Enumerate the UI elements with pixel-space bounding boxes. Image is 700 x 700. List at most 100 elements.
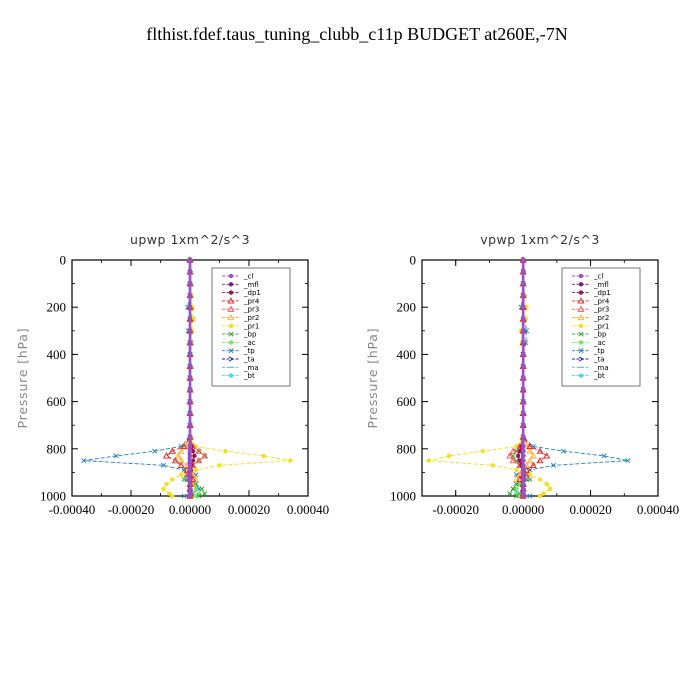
data-point [187, 352, 193, 357]
legend-swatch-marker [228, 290, 234, 295]
data-point [217, 463, 222, 468]
legend-label: _pr4 [243, 297, 260, 305]
legend-swatch-marker [578, 273, 584, 279]
legend-label: _bp [243, 331, 257, 339]
y-tick-label: 200 [47, 300, 67, 315]
data-point [195, 447, 203, 454]
data-point [520, 493, 526, 499]
series-cl [520, 257, 526, 499]
data-point [162, 452, 170, 459]
data-point [187, 482, 193, 487]
panel-title: upwp 1xm^2/s^3 [130, 232, 250, 247]
legend-swatch-marker [228, 340, 234, 345]
legend-swatch-marker [578, 282, 584, 287]
data-point [193, 493, 199, 499]
x-tick-label: 0.00040 [287, 502, 329, 517]
data-point [187, 281, 193, 286]
legend-swatch-marker [228, 331, 234, 337]
data-point [520, 453, 526, 459]
data-point [113, 453, 119, 459]
legend-swatch-marker [228, 273, 234, 279]
data-point [193, 472, 199, 478]
data-point [507, 491, 513, 497]
y-tick-label: 800 [397, 441, 417, 456]
legend-swatch-marker [228, 348, 234, 354]
data-point [601, 453, 607, 459]
data-point [187, 399, 193, 404]
data-point [202, 491, 208, 497]
data-point [187, 375, 193, 381]
data-point [177, 461, 185, 468]
data-point [223, 448, 228, 454]
data-point [527, 476, 533, 482]
legend-label: _dp1 [243, 289, 261, 297]
data-point [517, 458, 522, 463]
series-cl [187, 257, 193, 499]
data-point [193, 481, 199, 487]
legend-swatch-marker [228, 356, 235, 362]
data-point [164, 482, 169, 487]
data-point [526, 447, 534, 454]
data-point [506, 452, 514, 459]
legend-label: _bt [593, 372, 605, 380]
y-tick-label: 0 [60, 253, 67, 268]
data-point [196, 493, 202, 499]
data-point [536, 447, 544, 454]
panel-title: vpwp 1xm^2/s^3 [480, 232, 600, 247]
data-point [187, 364, 193, 369]
data-point [426, 458, 431, 463]
legend-swatch-marker [577, 297, 585, 304]
data-point [520, 352, 526, 357]
data-point [514, 486, 519, 492]
data-point [514, 467, 519, 473]
data-point [544, 482, 549, 487]
data-point [520, 340, 526, 345]
data-point [520, 444, 526, 449]
data-point [543, 452, 551, 459]
legend-box [561, 267, 641, 387]
data-point [509, 456, 517, 464]
panel-upwp: upwp 1xm^2/s^3 Pressure [hPa] 0 200 400 600… [15, 232, 329, 517]
y-tick-label: 600 [397, 394, 417, 409]
legend-label: _ac [243, 339, 256, 347]
x-tick-label: 0.00020 [228, 502, 270, 517]
y-tick-label: 400 [47, 347, 67, 362]
data-point [170, 493, 175, 499]
data-point [520, 269, 526, 274]
x-tick-label: -0.00020 [432, 502, 479, 517]
data-point [160, 462, 166, 468]
data-point [520, 434, 526, 440]
data-point [547, 486, 553, 492]
legend-swatch-marker [577, 305, 585, 312]
legend-label: _ma [593, 364, 609, 372]
data-point [520, 375, 526, 381]
data-point [187, 467, 193, 473]
data-point [195, 456, 203, 464]
data-point [480, 448, 485, 454]
data-point [520, 482, 526, 487]
legend-label: _bt [243, 372, 255, 380]
legend-label: _ta [243, 356, 255, 364]
data-point [187, 472, 193, 477]
legend-label: _tp [243, 347, 255, 355]
data-point [515, 453, 521, 459]
data-point [187, 269, 193, 274]
data-point [520, 486, 526, 492]
data-point [520, 281, 526, 286]
data-point [192, 453, 197, 459]
data-point [536, 456, 544, 464]
data-point [187, 493, 193, 499]
legend: _cl_mfl_dp1_pr4_pr3_pr2_pr1_bp_ac_tp_ta_… [211, 267, 291, 387]
data-point [446, 453, 452, 459]
y-axis-label: Pressure [hPa] [15, 328, 30, 429]
data-point [490, 463, 495, 468]
data-point [520, 364, 526, 369]
legend-label: _pr1 [593, 322, 609, 330]
legend-swatch-marker [227, 297, 235, 304]
legend-label: _dp1 [593, 289, 611, 297]
legend-swatch-marker [578, 356, 585, 362]
data-point [529, 452, 537, 459]
legend-label: _bp [593, 331, 607, 339]
data-point [187, 434, 193, 440]
legend-label: _pr2 [593, 314, 609, 322]
